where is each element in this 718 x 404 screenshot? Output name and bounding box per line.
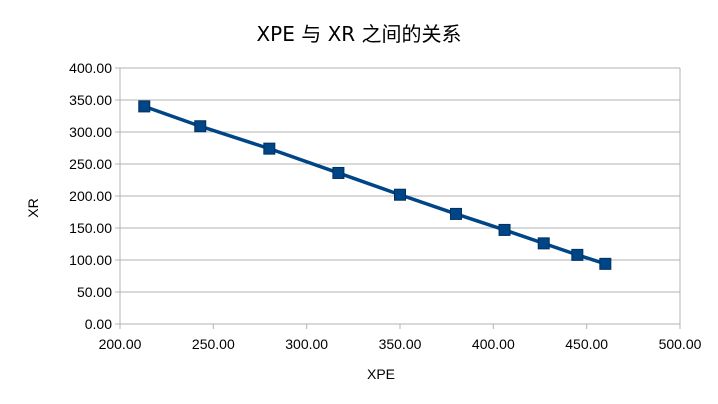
y-tick-label: 50.00 xyxy=(77,284,112,300)
data-point xyxy=(599,257,612,270)
y-axis-label: XR xyxy=(25,198,41,217)
x-axis-label: XPE xyxy=(367,366,395,382)
x-tick-label: 300.00 xyxy=(285,336,328,352)
y-tick-label: 0.00 xyxy=(85,316,112,332)
y-tick-label: 400.00 xyxy=(69,60,112,76)
series-line xyxy=(143,104,606,266)
data-point xyxy=(263,142,276,155)
x-tick-label: 200.00 xyxy=(99,336,142,352)
data-point xyxy=(498,223,511,236)
data-point xyxy=(394,188,406,201)
series xyxy=(138,100,612,270)
y-tick-label: 350.00 xyxy=(69,92,112,108)
chart-title: XPE 与 XR 之间的关系 xyxy=(256,22,461,46)
y-tick-label: 100.00 xyxy=(69,252,112,268)
x-tick-label: 250.00 xyxy=(192,336,235,352)
data-point xyxy=(571,248,584,261)
x-tick-label: 400.00 xyxy=(472,336,515,352)
data-point xyxy=(332,166,345,179)
x-tick-label: 350.00 xyxy=(379,336,422,352)
x-tick-labels: 200.00 250.00 300.00 350.00 400.00 450.00 500.… xyxy=(99,336,702,352)
y-tick-label: 300.00 xyxy=(69,124,112,140)
x-tick-label: 500.00 xyxy=(659,336,702,352)
y-tick-labels: 0.00 50.00 100.00 150.00 200.00 250.00 300.00 3… xyxy=(69,60,112,332)
data-point xyxy=(450,207,462,220)
axes xyxy=(115,67,681,329)
data-point xyxy=(138,100,151,113)
data-point xyxy=(537,237,550,250)
y-tick-label: 150.00 xyxy=(69,220,112,236)
data-point xyxy=(194,120,207,133)
x-tick-label: 450.00 xyxy=(565,336,608,352)
y-tick-label: 200.00 xyxy=(69,188,112,204)
y-tick-label: 250.00 xyxy=(69,156,112,172)
